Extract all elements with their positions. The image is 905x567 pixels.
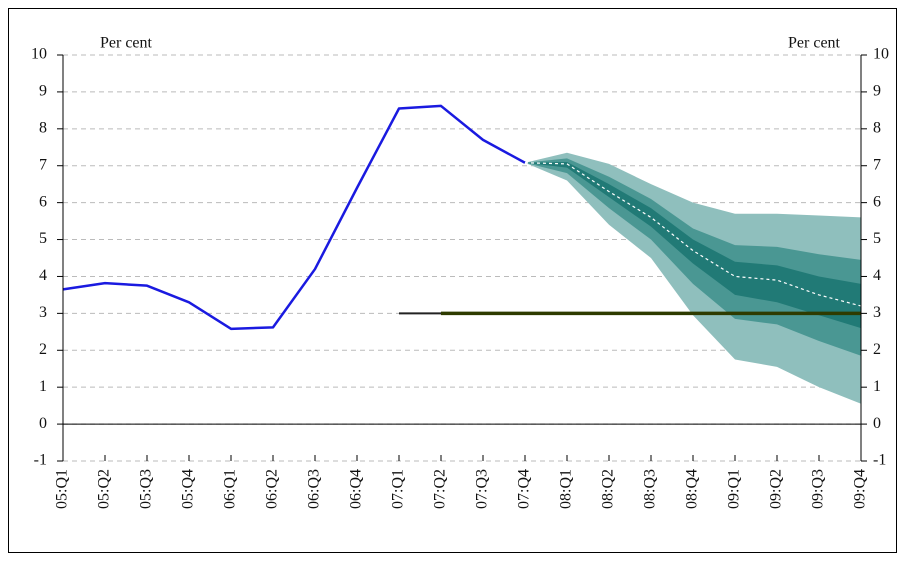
y2-tick-label: 9: [873, 83, 881, 100]
x-tick-label: 07:Q3: [474, 469, 491, 509]
y2-tick-label: 3: [873, 304, 881, 321]
x-tick-label: 08:Q3: [642, 469, 659, 509]
y-tick-label: -1: [34, 452, 47, 469]
x-tick-label: 05:Q4: [180, 469, 197, 509]
y-tick-label: 5: [39, 230, 47, 247]
y-tick-label: 0: [39, 415, 47, 432]
x-tick-label: 08:Q1: [558, 469, 575, 509]
x-tick-label: 05:Q3: [138, 469, 155, 509]
y2-tick-label: 0: [873, 415, 881, 432]
x-tick-label: 09:Q4: [852, 469, 869, 509]
x-tick-label: 07:Q2: [432, 469, 449, 509]
y2-tick-label: 10: [873, 46, 889, 63]
y-tick-label: 3: [39, 304, 47, 321]
y2-tick-label: 6: [873, 193, 881, 210]
y-axis-label-right: Per cent: [788, 35, 841, 52]
x-tick-label: 06:Q3: [306, 469, 323, 509]
y-tick-label: 8: [39, 119, 47, 136]
x-tick-label: 07:Q1: [390, 469, 407, 509]
x-tick-label: 09:Q2: [768, 469, 785, 509]
y-tick-label: 4: [39, 267, 47, 284]
y2-tick-label: 5: [873, 230, 881, 247]
y-axis-label-left: Per cent: [100, 35, 153, 52]
y2-tick-label: 4: [873, 267, 881, 284]
y2-tick-label: 7: [873, 156, 881, 173]
y2-tick-label: 1: [873, 378, 881, 395]
x-tick-label: 06:Q2: [264, 469, 281, 509]
x-tick-label: 05:Q1: [54, 469, 71, 509]
y2-tick-label: 8: [873, 119, 881, 136]
series-line: [62, 104, 526, 331]
y-tick-label: 9: [39, 83, 47, 100]
x-tick-label: 08:Q4: [684, 469, 701, 509]
y-tick-label: 7: [39, 156, 47, 173]
x-tick-label: 09:Q3: [810, 469, 827, 509]
x-tick-label: 08:Q2: [600, 469, 617, 509]
x-tick-label: 09:Q1: [726, 469, 743, 509]
y-tick-label: 2: [39, 341, 47, 358]
y2-tick-label: -1: [873, 452, 886, 469]
y-tick-label: 6: [39, 193, 47, 210]
y-tick-label: 1: [39, 378, 47, 395]
fan-band: [525, 162, 861, 329]
frame: [8, 8, 897, 553]
x-tick-label: 07:Q4: [516, 469, 533, 509]
y2-tick-label: 2: [873, 341, 881, 358]
x-tick-label: 06:Q1: [222, 469, 239, 509]
x-tick-label: 06:Q4: [348, 469, 365, 509]
y-tick-label: 10: [31, 46, 47, 63]
x-tick-label: 05:Q2: [96, 469, 113, 509]
